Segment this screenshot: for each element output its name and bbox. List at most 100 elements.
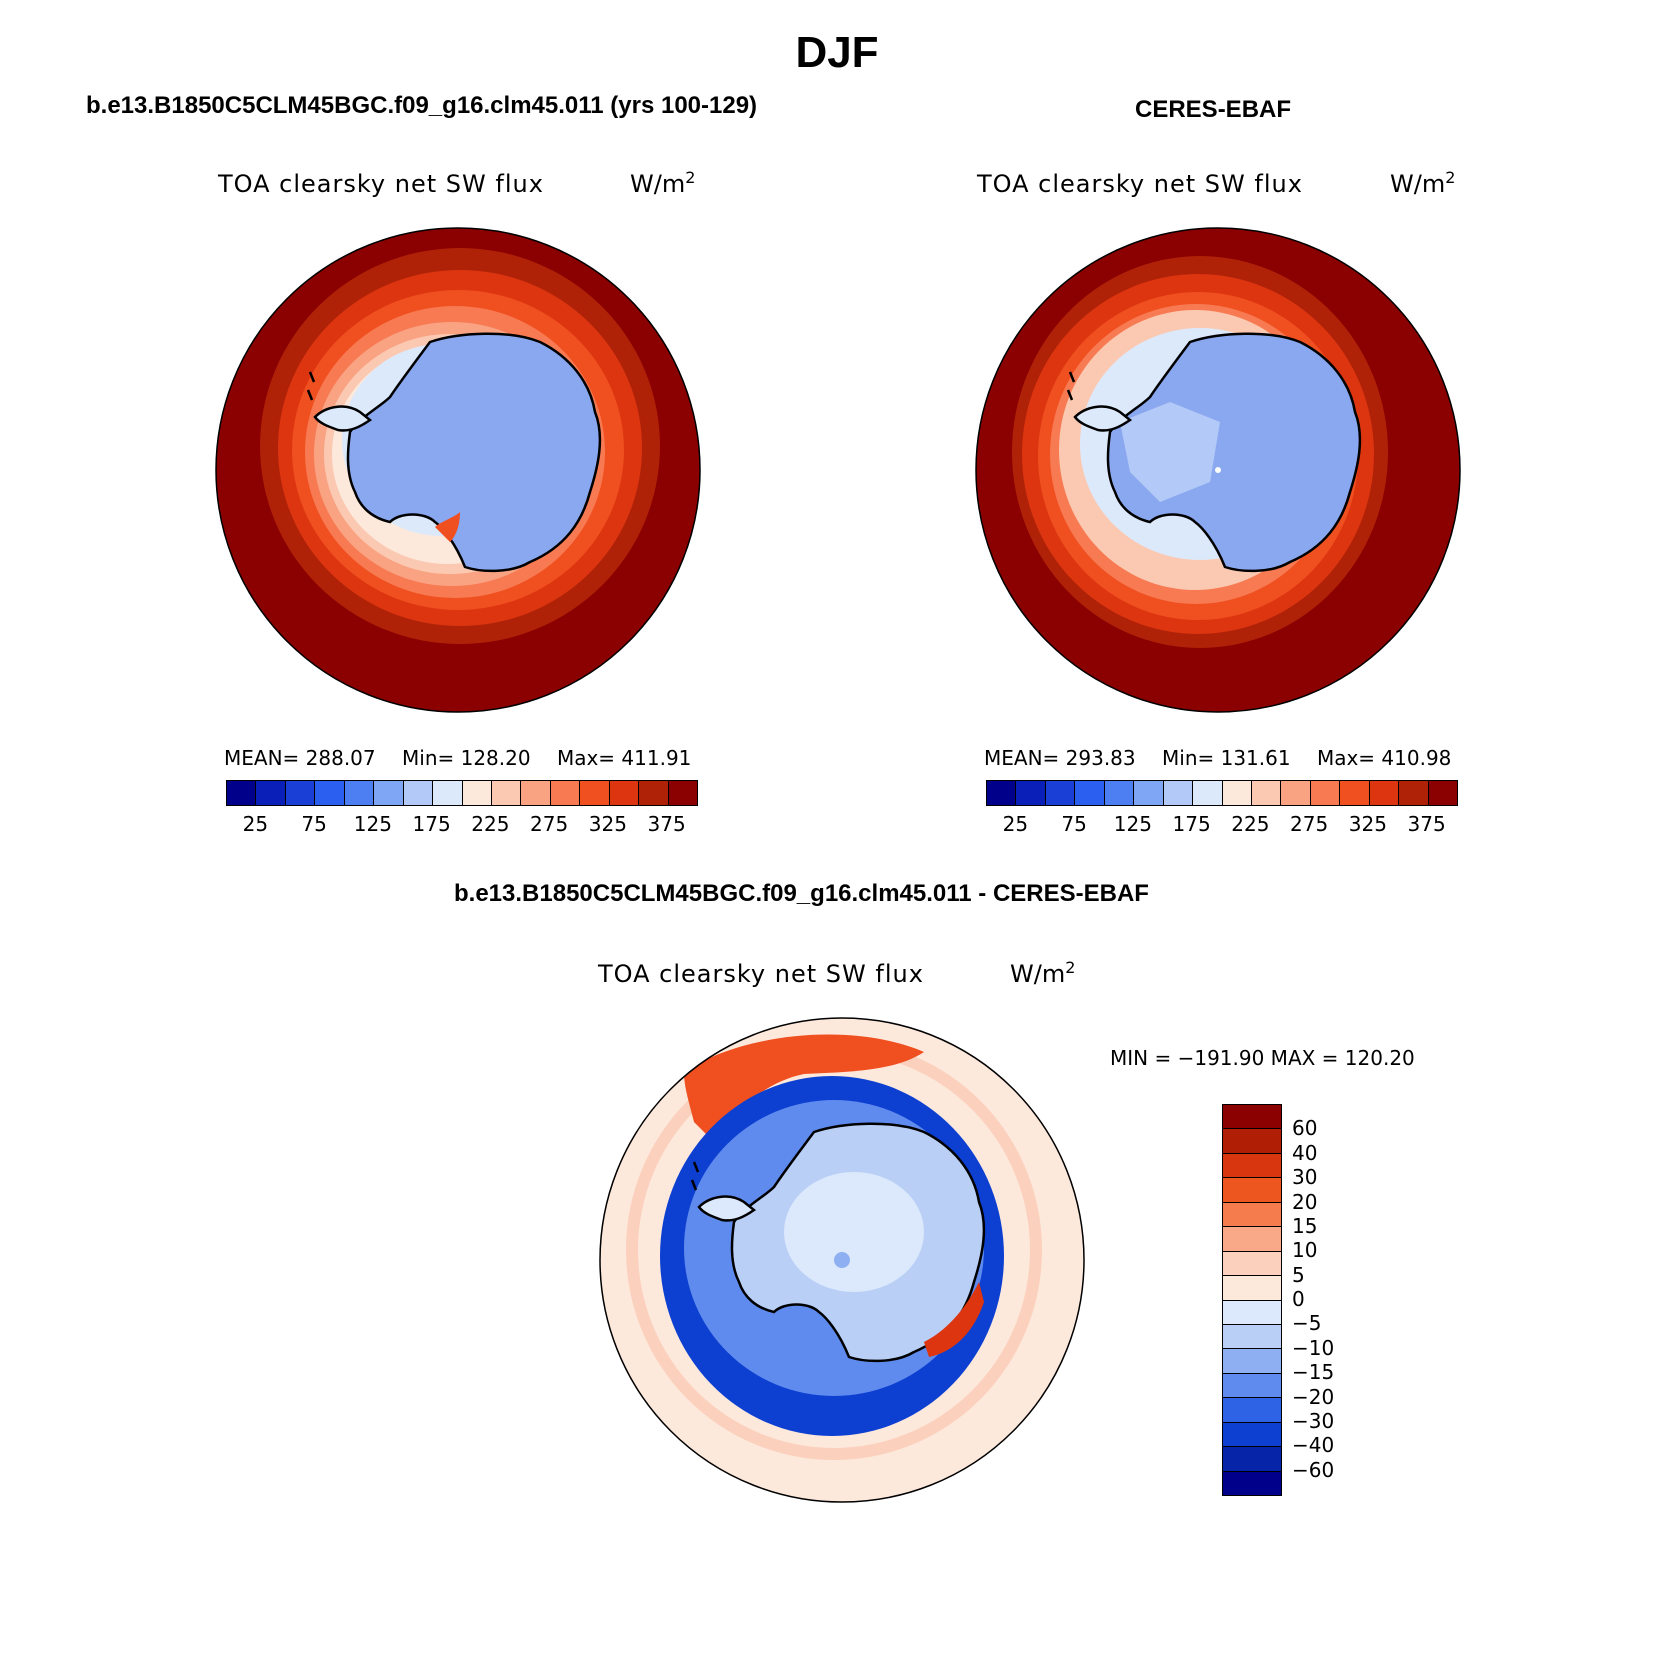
colorbar-tick-label: 275 (530, 812, 569, 836)
stat-min: Min= 131.61 (1162, 746, 1291, 770)
colorbar-swatch (668, 781, 697, 805)
variable-label-obs: TOA clearsky net SW flux (977, 170, 1303, 198)
colorbar-swatch (1134, 781, 1164, 805)
colorbar-diff (1222, 1104, 1282, 1496)
colorbar-tick-label: 20 (1292, 1189, 1318, 1214)
colorbar-tick-label: 125 (353, 812, 392, 836)
colorbar-swatch (1016, 781, 1046, 805)
colorbar-tick-label: 60 (1292, 1116, 1318, 1141)
units-label-model: W/m2 (630, 168, 696, 198)
colorbar-tick-label: −60 (1292, 1457, 1335, 1482)
colorbar-swatch (1223, 1447, 1281, 1472)
colorbar-tick-label: 75 (1061, 812, 1087, 836)
colorbar-swatch (1163, 781, 1194, 805)
variable-label-model: TOA clearsky net SW flux (218, 170, 544, 198)
colorbar-swatch (256, 781, 286, 805)
stats-obs: MEAN= 293.83 Min= 131.61 Max= 410.98 (984, 746, 1471, 770)
colorbar-tick-label: 375 (1407, 812, 1446, 836)
colorbar-swatch (1045, 781, 1076, 805)
colorbar-swatch (344, 781, 375, 805)
colorbar-swatch (1223, 1105, 1281, 1130)
stat-max: Max= 410.98 (1316, 746, 1452, 770)
colorbar-tick-label: 325 (1348, 812, 1387, 836)
colorbar-tick-label: −5 (1292, 1311, 1322, 1336)
colorbar-swatch (1223, 1422, 1281, 1448)
colorbar-swatch (1223, 1129, 1281, 1154)
colorbar-model (226, 780, 698, 806)
colorbar-swatch (1223, 1178, 1281, 1203)
colorbar-tick-label: −20 (1292, 1384, 1335, 1409)
figure-title: DJF (795, 28, 879, 77)
colorbar-tick-label: 275 (1290, 812, 1329, 836)
polar-map-obs (975, 227, 1461, 713)
colorbar-swatch (462, 781, 492, 805)
colorbar-tick-label: −30 (1292, 1408, 1335, 1433)
colorbar-tick-label: 30 (1292, 1165, 1318, 1190)
colorbar-tick-label: 175 (412, 812, 451, 836)
colorbar-tick-label: −15 (1292, 1360, 1335, 1385)
colorbar-swatch (1399, 781, 1429, 805)
colorbar-swatch (1223, 1153, 1281, 1179)
colorbar-swatch (580, 781, 610, 805)
colorbar-swatch (987, 781, 1017, 805)
stats-diff: MIN = −191.90 MAX = 120.20 (1110, 1046, 1415, 1070)
colorbar-swatch (491, 781, 522, 805)
colorbar-swatch (1223, 1471, 1281, 1495)
colorbar-swatch (550, 781, 581, 805)
colorbar-swatch (1340, 781, 1370, 805)
colorbar-tick-label: 75 (301, 812, 327, 836)
colorbar-swatch (1223, 1349, 1281, 1374)
colorbar-tick-label: 0 (1292, 1287, 1305, 1311)
colorbar-swatch (1369, 781, 1400, 805)
colorbar-swatch (639, 781, 669, 805)
units-label-obs: W/m2 (1390, 168, 1456, 198)
polar-map-diff (599, 1017, 1085, 1503)
colorbar-obs (986, 780, 1458, 806)
colorbar-tick-label: 375 (647, 812, 686, 836)
panel-title-model: b.e13.B1850C5CLM45BGC.f09_g16.clm45.011 … (86, 92, 758, 119)
colorbar-ticks-obs: 25 75 125 175 225 275 325 375 (986, 812, 1456, 838)
units-label-diff: W/m2 (1010, 958, 1076, 988)
colorbar-ticks-model: 25 75 125 175 225 275 325 375 (226, 812, 696, 838)
variable-label-diff: TOA clearsky net SW flux (598, 960, 924, 988)
stats-model: MEAN= 288.07 Min= 128.20 Max= 411.91 (224, 746, 711, 770)
colorbar-swatch (1223, 1300, 1281, 1325)
colorbar-swatch (433, 781, 463, 805)
colorbar-tick-label: 225 (471, 812, 510, 836)
colorbar-swatch (609, 781, 640, 805)
colorbar-tick-label: 175 (1172, 812, 1211, 836)
colorbar-tick-label: 125 (1113, 812, 1152, 836)
polar-map-model (215, 227, 701, 713)
colorbar-swatch (1223, 1227, 1281, 1252)
stat-min: Min= 128.20 (402, 746, 531, 770)
stat-max: Max= 411.91 (556, 746, 692, 770)
panel-title-diff: b.e13.B1850C5CLM45BGC.f09_g16.clm45.011 … (454, 880, 1149, 907)
colorbar-swatch (1075, 781, 1105, 805)
stat-mean: MEAN= 288.07 (224, 746, 376, 770)
colorbar-swatch (315, 781, 345, 805)
colorbar-tick-label: −10 (1292, 1335, 1335, 1360)
colorbar-swatch (1428, 781, 1457, 805)
colorbar-tick-label: 15 (1292, 1213, 1318, 1238)
colorbar-swatch (285, 781, 316, 805)
colorbar-tick-label: 10 (1292, 1238, 1318, 1263)
colorbar-tick-label: 225 (1231, 812, 1270, 836)
colorbar-swatch (1223, 1373, 1281, 1399)
colorbar-tick-label: 5 (1292, 1262, 1305, 1287)
colorbar-swatch (1251, 781, 1282, 805)
colorbar-tick-label: −40 (1292, 1433, 1335, 1458)
colorbar-swatch (1223, 1276, 1281, 1301)
colorbar-swatch (1222, 781, 1252, 805)
colorbar-swatch (521, 781, 551, 805)
colorbar-ticks-diff: 60 40 30 20 15 10 5 0 −5 −10 −15 −20 −30 −40 −60 (1292, 1104, 1352, 1494)
colorbar-swatch (1310, 781, 1341, 805)
colorbar-tick-label: 25 (1002, 812, 1029, 836)
colorbar-swatch (1223, 1202, 1281, 1228)
colorbar-swatch (1104, 781, 1135, 805)
stat-mean: MEAN= 293.83 (984, 746, 1136, 770)
colorbar-swatch (227, 781, 257, 805)
colorbar-swatch (374, 781, 404, 805)
colorbar-swatch (403, 781, 434, 805)
colorbar-swatch (1281, 781, 1311, 805)
colorbar-tick-label: 325 (588, 812, 627, 836)
